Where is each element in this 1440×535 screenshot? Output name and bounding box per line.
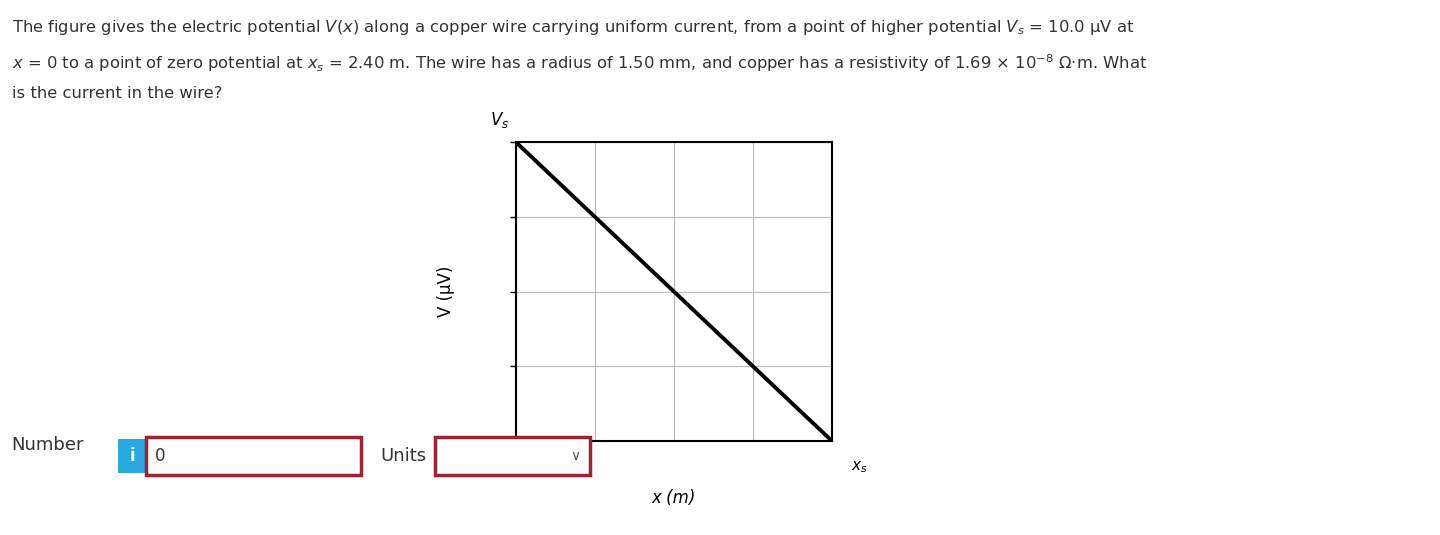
Text: $V_s$: $V_s$ bbox=[490, 110, 510, 130]
FancyBboxPatch shape bbox=[435, 437, 590, 475]
Text: V (μV): V (μV) bbox=[436, 266, 455, 317]
Text: The figure gives the electric potential $V(x)$ along a copper wire carrying unif: The figure gives the electric potential … bbox=[12, 18, 1133, 37]
Text: Units: Units bbox=[380, 447, 426, 465]
Text: x (m): x (m) bbox=[652, 490, 696, 507]
FancyBboxPatch shape bbox=[118, 439, 145, 473]
Text: i: i bbox=[130, 447, 135, 465]
Text: Number: Number bbox=[12, 436, 84, 454]
Text: 0: 0 bbox=[156, 447, 166, 465]
Text: 0: 0 bbox=[480, 460, 488, 475]
Text: $x$ = 0 to a point of zero potential at $x_s$ = 2.40 m. The wire has a radius of: $x$ = 0 to a point of zero potential at … bbox=[12, 52, 1146, 74]
FancyBboxPatch shape bbox=[145, 437, 361, 475]
Text: is the current in the wire?: is the current in the wire? bbox=[12, 86, 222, 101]
Text: ∨: ∨ bbox=[570, 449, 580, 463]
Text: $x_s$: $x_s$ bbox=[851, 460, 868, 475]
